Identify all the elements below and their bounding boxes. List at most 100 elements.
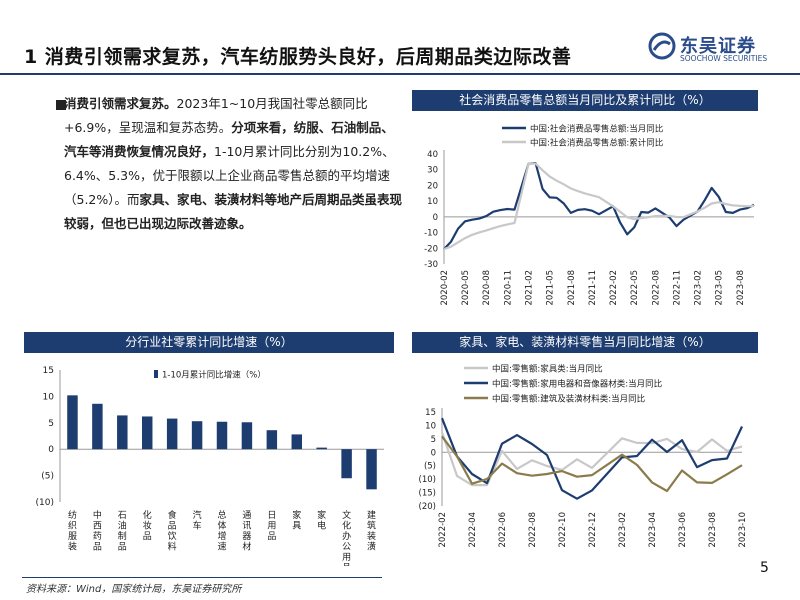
x-tick-label: 2022-02 bbox=[438, 512, 448, 548]
legend-label-0: 中国:社会消费品零售总额:当月同比 bbox=[530, 124, 663, 135]
category-label-char: 总 bbox=[217, 509, 226, 521]
category-label-char: 车 bbox=[193, 520, 202, 532]
bar-4 bbox=[166, 418, 178, 450]
y-tick-label: (20) bbox=[419, 502, 436, 512]
x-tick-label: 2020-02 bbox=[440, 270, 450, 306]
category-label-char: 汽 bbox=[193, 509, 202, 521]
x-tick-label: 2022-08 bbox=[651, 270, 661, 306]
source-note: 资料来源：Wind，国家统计局，东吴证券研究所 bbox=[26, 584, 242, 595]
bar-9 bbox=[291, 434, 303, 450]
category-label-char: 体 bbox=[217, 520, 226, 532]
page-number: 5 bbox=[760, 560, 769, 576]
category-label-char: 装 bbox=[68, 541, 77, 553]
x-tick-label: 2023-06 bbox=[678, 512, 688, 548]
bar-2 bbox=[117, 415, 128, 450]
body-segment-5: 家具、家电、装潢材料等地产后周期品类虽表现较弱，但也已出现边际改善迹象。 bbox=[64, 192, 403, 231]
title-divider bbox=[0, 73, 800, 75]
legend-label-0: 1-10月累计同比增速（%） bbox=[162, 370, 266, 381]
category-label-char: 织 bbox=[68, 520, 77, 532]
body-segment-4: 1-10月累计同比分别为10.2%、6.4%、5.3%，优于限额以上企业商品零售… bbox=[64, 144, 395, 207]
x-tick-label: 2022-10 bbox=[558, 512, 568, 548]
category-label-char: 增 bbox=[217, 530, 226, 542]
x-tick-label: 2021-05 bbox=[546, 270, 556, 306]
category-label-char: 食 bbox=[168, 509, 177, 521]
category-label-char: 具 bbox=[292, 521, 301, 532]
y-tick-label: (10) bbox=[36, 498, 54, 508]
x-tick-label: 2023-02 bbox=[618, 512, 628, 548]
category-label-char: 文 bbox=[342, 509, 351, 521]
y-tick-label: (10) bbox=[419, 475, 436, 485]
series-line-0 bbox=[440, 432, 743, 487]
y-tick-label: 5 bbox=[431, 435, 436, 445]
bullet-icon bbox=[56, 100, 66, 110]
category-label-char: 品 bbox=[93, 542, 102, 553]
x-tick-label: 2020-08 bbox=[482, 270, 492, 306]
bar-11 bbox=[341, 449, 352, 479]
chart2-title: 分行业社零累计同比增速（%） bbox=[24, 332, 394, 353]
category-label-char: 中 bbox=[93, 509, 102, 521]
chart2-industry-growth: 1-10月累计同比增速（%）(10)(5)051015纺织服装中西药品石油制品化… bbox=[36, 366, 384, 566]
bar-10 bbox=[316, 447, 327, 450]
body-paragraph: 消费引领需求复苏。2023年1~10月我国社零总额同比+6.9%，呈现温和复苏态… bbox=[64, 92, 404, 236]
series-line-0 bbox=[443, 162, 755, 250]
footer-divider bbox=[22, 577, 382, 578]
y-tick-label: -10 bbox=[424, 229, 438, 239]
category-label-char: 潢 bbox=[367, 541, 376, 553]
bar-3 bbox=[141, 416, 153, 450]
legend-label-1: 中国:零售额:家用电器和音像器材类:当月同比 bbox=[492, 379, 662, 390]
x-tick-label: 2023-04 bbox=[648, 512, 658, 548]
category-label-char: 建 bbox=[367, 509, 376, 521]
category-label-char: 办 bbox=[342, 530, 351, 542]
x-tick-label: 2022-11 bbox=[672, 270, 682, 306]
category-label-char: 用 bbox=[267, 521, 276, 532]
x-tick-label: 2023-08 bbox=[736, 270, 746, 306]
body-segment-1: 消费引领需求复苏。 bbox=[64, 96, 177, 111]
category-label-char: 服 bbox=[68, 531, 77, 542]
x-tick-label: 2023-10 bbox=[738, 512, 748, 548]
category-label-char: 材 bbox=[242, 541, 251, 553]
category-label-char: 妆 bbox=[143, 520, 152, 532]
category-label-char: 装 bbox=[367, 530, 376, 542]
category-label-char: 器 bbox=[242, 531, 251, 542]
x-tick-label: 2022-05 bbox=[630, 270, 640, 306]
y-tick-label: 5 bbox=[48, 419, 54, 429]
bar-0 bbox=[67, 395, 78, 450]
x-tick-label: 2022-12 bbox=[588, 512, 598, 548]
category-label-char: 化 bbox=[342, 520, 351, 532]
category-label-char: 公 bbox=[342, 542, 351, 553]
body-segment-3: 分项来看，纺服、石油制品、汽车等消费恢复情况良好， bbox=[64, 120, 394, 159]
category-label-char: 速 bbox=[217, 542, 226, 553]
y-tick-label: 10 bbox=[43, 392, 55, 402]
x-tick-label: 2020-11 bbox=[503, 270, 513, 306]
x-tick-label: 2022-02 bbox=[609, 270, 619, 306]
logo-text-en: SOOCHOW SECURITIES bbox=[680, 54, 768, 63]
x-tick-label: 2023-02 bbox=[694, 270, 704, 306]
bar-8 bbox=[266, 430, 278, 450]
y-tick-label: 30 bbox=[427, 166, 438, 176]
legend-label-0: 中国:零售额:家具类:当月同比 bbox=[492, 364, 603, 375]
y-tick-label: 0 bbox=[433, 213, 438, 223]
y-tick-label: 40 bbox=[427, 150, 438, 160]
y-tick-label: (5) bbox=[41, 472, 54, 482]
body-segment-2: 2023年1~10月我国社零总额同比+6.9%，呈现温和复苏态势。 bbox=[64, 96, 368, 135]
category-label-char: 讯 bbox=[242, 521, 251, 532]
category-label-char: 通 bbox=[242, 510, 251, 521]
category-label-char: 筑 bbox=[367, 520, 376, 532]
bar-7 bbox=[241, 422, 253, 450]
category-label-char: 纺 bbox=[68, 509, 77, 521]
category-label-char: 石 bbox=[118, 511, 127, 521]
chart3-title: 家具、家电、装潢材料零售当月同比增速（%） bbox=[412, 332, 758, 353]
category-label-char: 制 bbox=[118, 530, 127, 542]
bar-12 bbox=[366, 449, 377, 490]
y-tick-label: -30 bbox=[424, 260, 438, 270]
x-tick-label: 2021-02 bbox=[525, 270, 535, 306]
legend-label-1: 中国:社会消费品零售总额:累计同比 bbox=[530, 138, 663, 149]
logo-mark-icon bbox=[648, 32, 676, 60]
y-tick-label: 0 bbox=[431, 448, 436, 458]
category-label-char: 家 bbox=[292, 509, 301, 521]
x-tick-label: 2021-11 bbox=[588, 270, 598, 306]
category-label-char: 药 bbox=[93, 531, 102, 542]
page-title: 1 消费引领需求复苏，汽车纺服势头良好，后周期品类边际改善 bbox=[24, 46, 572, 68]
legend-label-2: 中国:零售额:建筑及装潢材料类:当月同比 bbox=[492, 394, 645, 405]
legend-swatch-0 bbox=[154, 370, 158, 378]
